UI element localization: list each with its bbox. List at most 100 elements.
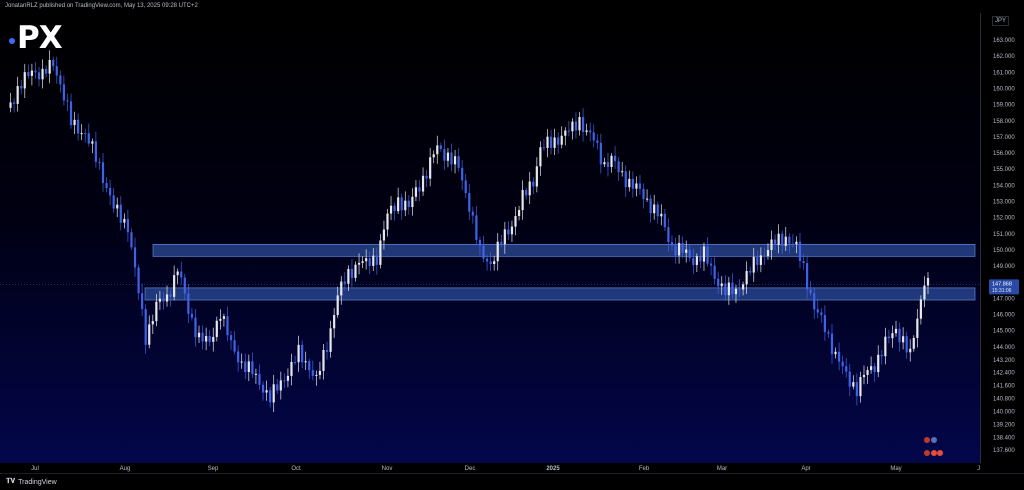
candle <box>286 368 290 388</box>
candle-body <box>73 119 76 126</box>
flag-icon[interactable] <box>924 437 930 443</box>
candle-body <box>560 135 563 145</box>
candle <box>532 177 535 195</box>
candle <box>848 364 851 397</box>
candle-body <box>873 366 876 373</box>
candle <box>834 347 837 359</box>
candle-body <box>116 204 119 209</box>
time-tick-label: Aug <box>120 466 131 472</box>
candle <box>59 70 62 93</box>
candle <box>162 292 165 310</box>
candle <box>347 265 350 291</box>
candle-body <box>276 384 279 391</box>
candle <box>23 63 26 98</box>
candle-body <box>226 316 229 336</box>
price-tick-label: 157.000 <box>993 135 1015 141</box>
candle-body <box>55 66 58 76</box>
time-tick-label: 2025 <box>546 466 560 472</box>
candle-body <box>877 354 880 373</box>
candle-body <box>34 70 37 73</box>
candle <box>827 329 830 338</box>
candle <box>20 79 23 95</box>
price-tick-label: 140.000 <box>993 409 1015 415</box>
candle-body <box>549 136 553 148</box>
price-tick-label: 143.200 <box>993 358 1015 364</box>
candle-body <box>841 361 844 367</box>
tradingview-label: TradingView <box>18 478 57 486</box>
event-flags-icon[interactable] <box>924 437 943 456</box>
candle <box>692 248 695 274</box>
candle-body <box>880 354 883 357</box>
support-resistance-zone[interactable] <box>152 243 976 257</box>
tradingview-brand[interactable]: 𝐓𝐕 TradingView <box>6 478 57 486</box>
candle <box>816 300 819 319</box>
candle-body <box>820 312 823 316</box>
candle <box>226 306 229 342</box>
logo-text: PX <box>17 20 63 56</box>
flag-icon[interactable] <box>937 450 943 456</box>
candle-body <box>247 361 250 373</box>
candle <box>468 184 471 220</box>
candle <box>233 331 236 355</box>
candle <box>677 235 681 264</box>
flag-icon[interactable] <box>931 437 937 443</box>
candle-body <box>592 132 595 141</box>
candle-body <box>838 351 841 362</box>
candle <box>158 290 162 310</box>
candle <box>549 129 553 155</box>
time-tick-label: Apr <box>801 466 810 472</box>
candle <box>343 272 346 291</box>
time-axis[interactable]: Jul Aug Sep Oct Nov Dec 2025 Feb Mar Apr May Jun <box>0 463 980 473</box>
candle <box>621 162 624 177</box>
price-tick-label: 160.000 <box>993 86 1015 92</box>
flag-icon[interactable] <box>924 450 930 456</box>
candlestick-chart[interactable] <box>0 13 980 463</box>
candle <box>581 108 585 142</box>
candle-body <box>304 361 307 363</box>
candle-body <box>357 262 361 265</box>
candle-body <box>41 68 44 80</box>
time-tick-label: Nov <box>382 466 393 472</box>
currency-label[interactable]: JPY <box>992 16 1010 26</box>
candle <box>695 253 698 273</box>
candle <box>308 358 311 379</box>
candle-body <box>361 261 364 263</box>
candle <box>873 362 876 382</box>
candle-body <box>283 380 286 382</box>
candle <box>219 309 222 330</box>
candle <box>852 375 855 390</box>
candle-body <box>237 351 240 363</box>
candle-body <box>514 216 517 227</box>
candle <box>663 208 666 231</box>
candle <box>798 233 802 269</box>
candle <box>325 341 329 360</box>
candle-body <box>749 271 752 273</box>
time-tick-label: Jun <box>977 466 980 472</box>
candle-body <box>229 335 233 341</box>
candle <box>631 171 634 198</box>
candle <box>215 316 218 342</box>
candle-body <box>845 366 848 372</box>
candle-body <box>233 340 236 352</box>
candle <box>144 304 147 354</box>
candle-body <box>681 242 684 253</box>
candle-body <box>709 263 713 266</box>
candle-body <box>773 239 777 246</box>
candle <box>272 374 275 413</box>
chart-area[interactable] <box>0 13 980 463</box>
candle-body <box>429 157 432 179</box>
candle-body <box>251 361 254 375</box>
candle-body <box>66 100 69 102</box>
price-axis[interactable]: 163.000 162.000 161.000 160.000 159.000 158.0… <box>980 13 1024 463</box>
candle <box>731 273 734 299</box>
flag-icon[interactable] <box>931 450 937 456</box>
candle-body <box>308 361 311 371</box>
candle-body <box>503 229 506 245</box>
candle <box>155 293 158 327</box>
candle <box>123 213 126 229</box>
support-resistance-zone[interactable] <box>144 287 976 301</box>
candle <box>126 209 130 242</box>
candle <box>898 322 901 352</box>
candle-body <box>468 193 471 212</box>
